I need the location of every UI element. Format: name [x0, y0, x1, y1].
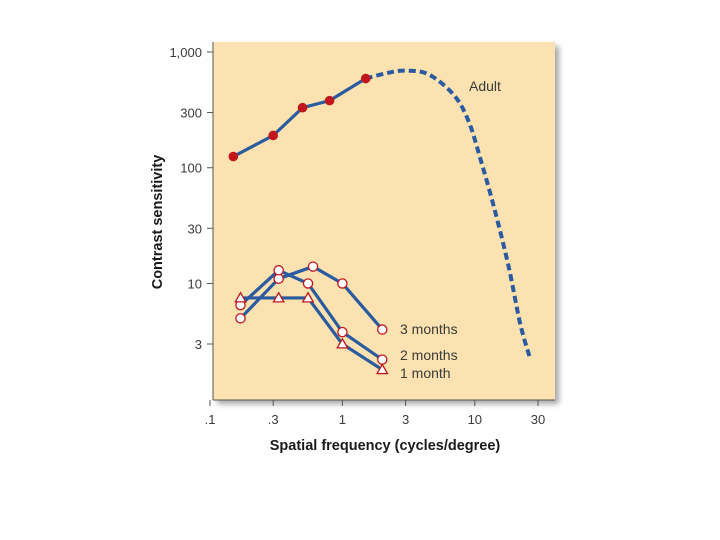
y-tick-label: 30 — [188, 221, 202, 236]
x-tick-label: .1 — [205, 412, 216, 427]
series-label-2-months: 2 months — [400, 347, 458, 363]
y-tick-label: 10 — [188, 276, 202, 291]
axes — [207, 42, 555, 406]
one-month-data-point — [336, 337, 349, 349]
y-axis-title: Contrast sensitivity — [150, 155, 166, 290]
3-months-data-point — [377, 324, 388, 335]
3-months-data-point — [307, 261, 319, 272]
x-tick-label: 30 — [531, 412, 545, 427]
series-label-adult: Adult — [469, 78, 501, 94]
x-tick-label: 1 — [339, 412, 346, 427]
adult-data-point — [228, 151, 239, 162]
y-tick-label: 1,000 — [169, 45, 202, 60]
series-markers — [228, 73, 389, 375]
adult-data-point — [297, 102, 308, 113]
one-month-data-point — [234, 291, 247, 303]
2-months-data-point — [302, 278, 314, 289]
series-label-1-month: 1 month — [400, 365, 451, 381]
series-label-3-months: 3 months — [400, 321, 458, 337]
x-tick-label: 10 — [468, 412, 482, 427]
series-labels: Adult 3 months 2 months 1 month — [400, 78, 501, 381]
y-tick-labels: 3 10 30 100 300 1,000 — [169, 45, 202, 352]
2-months-data-point — [337, 326, 348, 338]
3-months-data-point — [337, 278, 348, 289]
2-months-data-point — [273, 265, 284, 276]
one-month-data-point — [375, 363, 389, 375]
x-tick-label: 3 — [402, 412, 409, 427]
adult-data-point — [268, 130, 278, 141]
y-tick-label: 300 — [180, 106, 202, 121]
2-months-data-point — [377, 354, 388, 365]
x-tick-labels: .1 .3 1 3 10 30 — [205, 412, 546, 427]
adult-data-point — [324, 95, 335, 106]
adult-dashed-curve — [365, 68, 532, 358]
one-month-data-point — [272, 291, 285, 303]
adult-data-point — [360, 73, 371, 84]
y-tick-label: 3 — [195, 337, 202, 352]
x-tick-label: .3 — [268, 412, 279, 427]
plot-background — [213, 42, 555, 400]
y-tick-label: 100 — [180, 161, 202, 176]
x-axis-title: Spatial frequency (cycles/degree) — [270, 438, 501, 454]
3-months-data-point — [235, 313, 246, 324]
one-month-data-point — [301, 291, 315, 303]
